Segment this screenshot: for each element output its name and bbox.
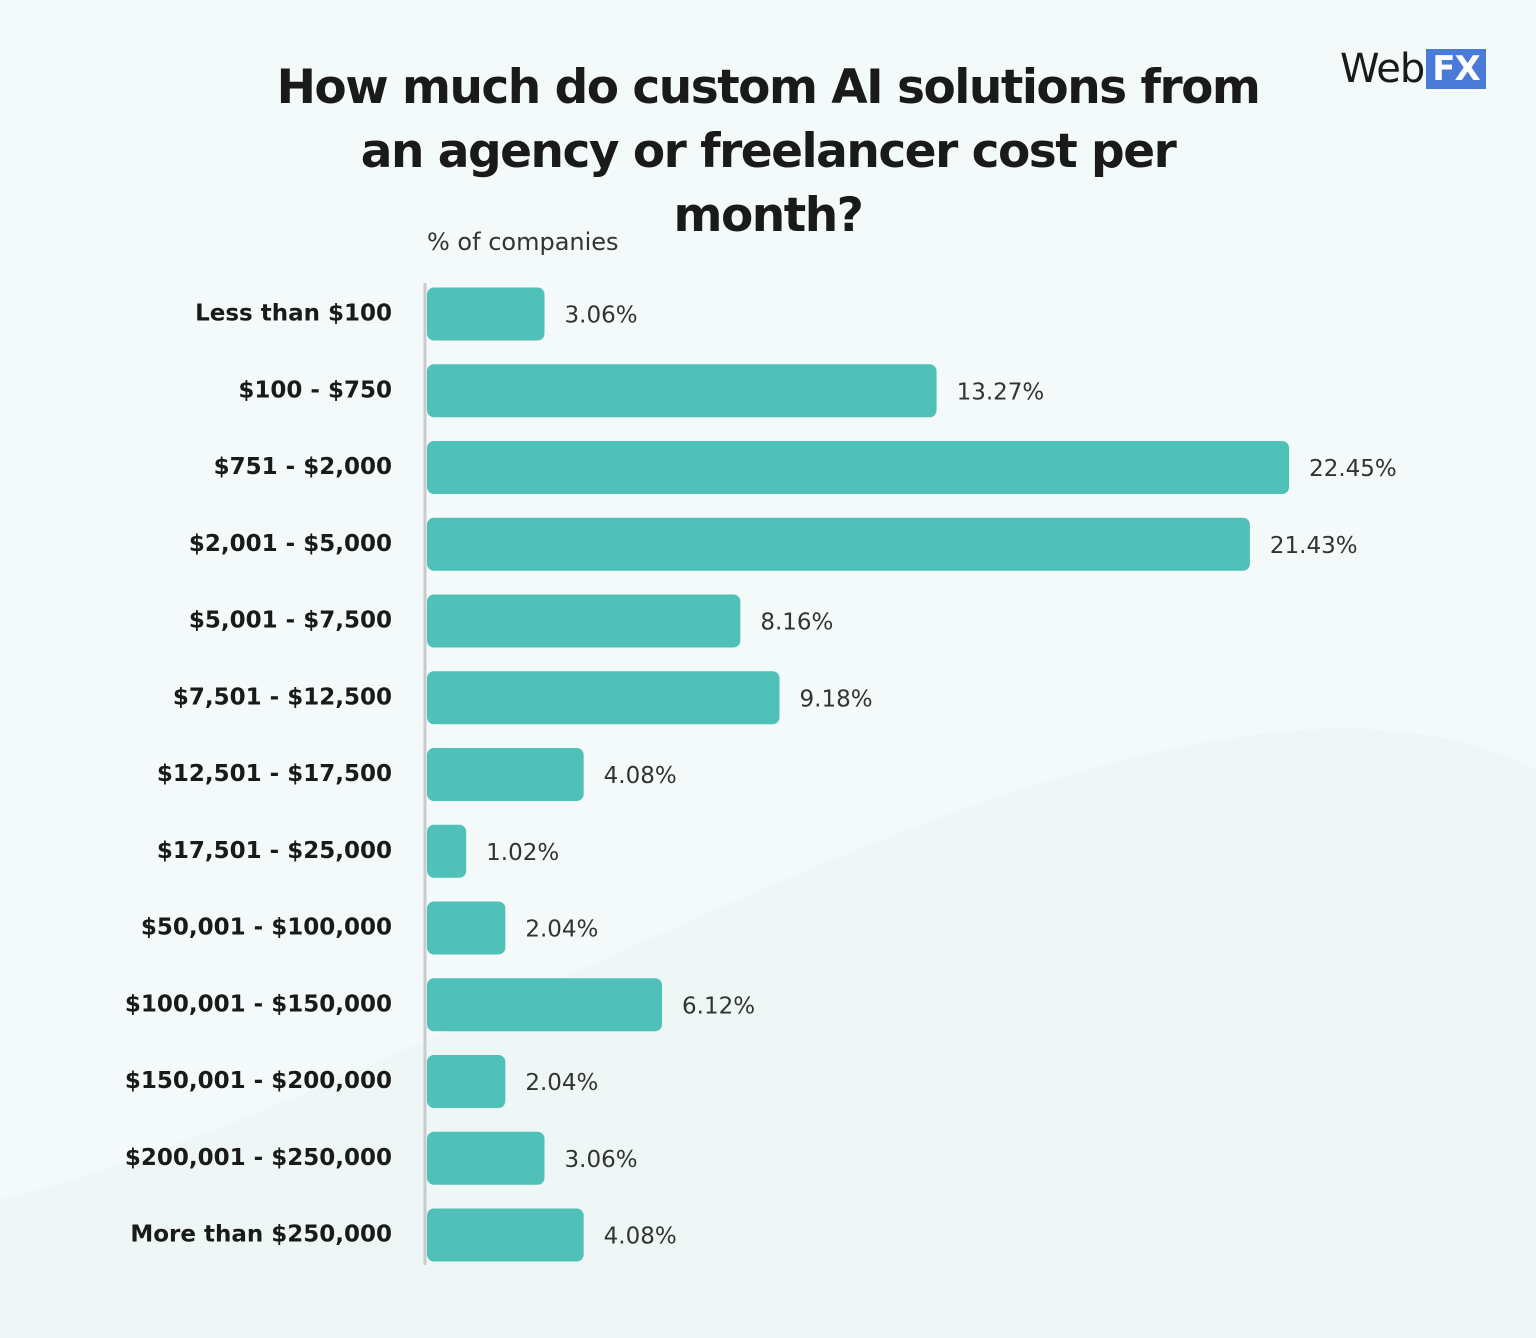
category-label: $50,001 - $100,000 (141, 915, 392, 941)
category-label: $2,001 - $5,000 (189, 531, 392, 557)
bar (427, 1208, 584, 1262)
bar (427, 441, 1290, 494)
bar (427, 901, 506, 955)
axis-label: % of companies (427, 228, 619, 256)
bar (427, 824, 467, 878)
bar (427, 594, 741, 648)
category-label: Less than $100 (195, 301, 392, 327)
category-label: $100,001 - $150,000 (125, 991, 392, 1017)
bar (427, 517, 1250, 571)
background-wave (0, 728, 1536, 1338)
category-label: $12,501 - $17,500 (157, 761, 392, 787)
category-label: $7,501 - $12,500 (173, 684, 392, 710)
value-label: 4.08% (604, 763, 677, 789)
bar (427, 671, 780, 725)
value-label: 6.12% (682, 993, 755, 1019)
value-label: 2.04% (525, 917, 598, 943)
logo-badge: FX (1426, 49, 1486, 89)
category-label: $150,001 - $200,000 (125, 1068, 392, 1094)
chart-title: How much do custom AI solutions from an … (276, 60, 1261, 243)
value-label: 21.43% (1270, 533, 1358, 559)
value-label: 3.06% (565, 1147, 638, 1173)
value-label: 8.16% (760, 610, 833, 636)
value-label: 13.27% (957, 379, 1045, 405)
logo: Web FX (1340, 46, 1486, 92)
value-label: 4.08% (604, 1224, 677, 1250)
value-label: 9.18% (800, 686, 873, 712)
value-label: 2.04% (525, 1070, 598, 1096)
value-label: 3.06% (565, 303, 638, 329)
value-label: 22.45% (1309, 456, 1397, 482)
bar (427, 978, 663, 1032)
bar (427, 287, 545, 341)
category-label: $5,001 - $7,500 (189, 608, 392, 634)
logo-text: Web (1340, 46, 1425, 92)
value-label: 1.02% (486, 840, 559, 866)
category-label: More than $250,000 (130, 1222, 392, 1248)
bar (427, 364, 937, 418)
bar (427, 1131, 545, 1185)
category-label: $17,501 - $25,000 (157, 838, 392, 864)
category-label: $100 - $750 (238, 377, 392, 403)
category-label: $200,001 - $250,000 (125, 1145, 392, 1171)
bar (427, 1055, 506, 1108)
bar (427, 748, 584, 801)
category-label: $751 - $2,000 (214, 454, 392, 480)
